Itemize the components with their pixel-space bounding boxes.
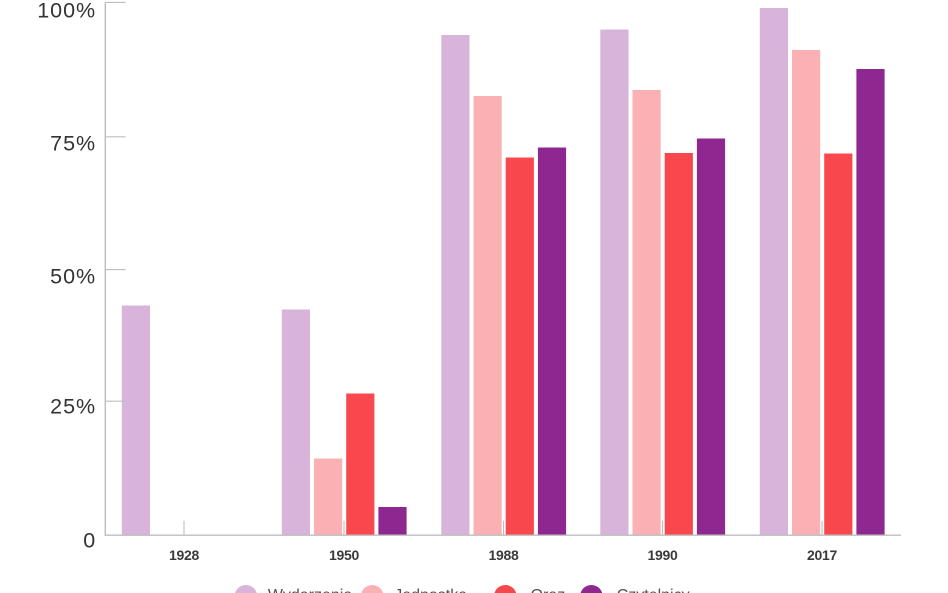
svg-text:2017: 2017: [807, 547, 837, 563]
svg-text:1988: 1988: [489, 547, 519, 563]
svg-text:1950: 1950: [329, 547, 359, 563]
svg-text:Oraz: Oraz: [531, 587, 566, 593]
svg-text:Czytelnicy: Czytelnicy: [617, 587, 690, 593]
svg-text:75%: 75%: [50, 131, 96, 155]
svg-text:50%: 50%: [50, 264, 96, 288]
svg-text:1990: 1990: [648, 547, 678, 563]
svg-text:100%: 100%: [37, 0, 96, 23]
svg-text:25%: 25%: [50, 394, 96, 418]
svg-text:Jednostka: Jednostka: [394, 587, 467, 593]
svg-text:1928: 1928: [169, 547, 199, 563]
svg-text:0: 0: [83, 528, 96, 552]
svg-text:Wydarzenia: Wydarzenia: [268, 587, 352, 593]
